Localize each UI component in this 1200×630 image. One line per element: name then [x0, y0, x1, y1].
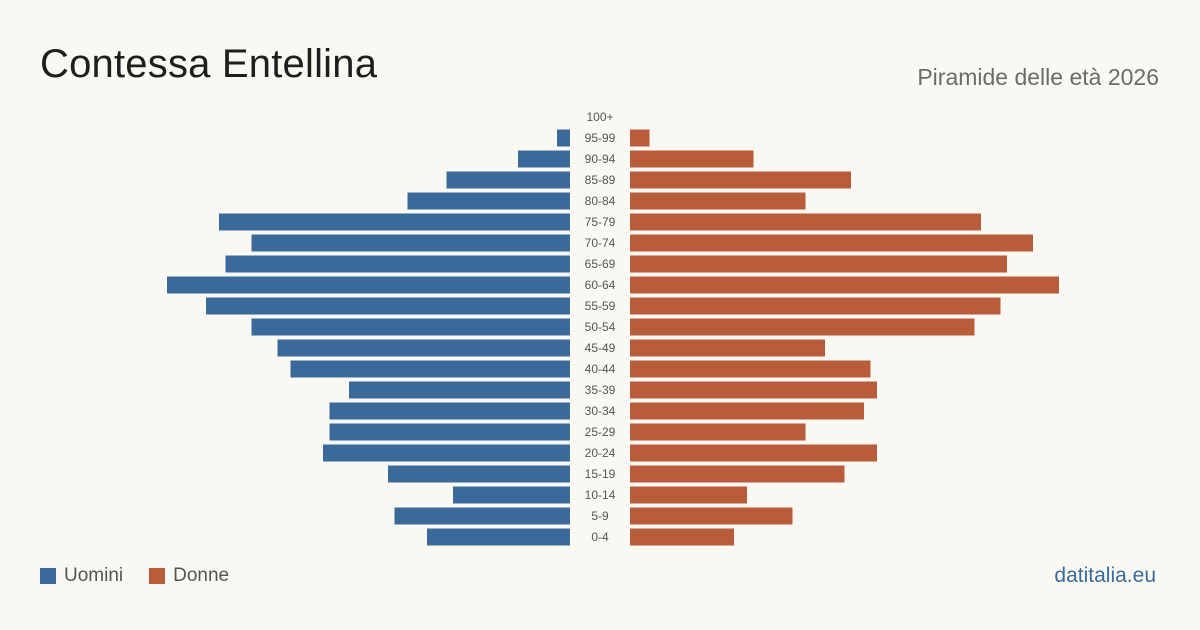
- bar-men-90-94: [518, 150, 570, 168]
- bar-women-85-89: [630, 171, 851, 189]
- age-label-30-34: 30-34: [585, 404, 616, 418]
- bar-women-80-84: [630, 192, 806, 210]
- bar-men-80-84: [407, 192, 570, 210]
- bar-men-65-69: [225, 255, 570, 273]
- age-label-80-84: 80-84: [585, 194, 616, 208]
- age-label-5-9: 5-9: [591, 509, 609, 523]
- bar-women-90-94: [630, 150, 754, 168]
- bar-men-60-64: [167, 276, 570, 294]
- bar-men-0-4: [427, 528, 570, 546]
- age-label-20-24: 20-24: [585, 446, 616, 460]
- age-label-75-79: 75-79: [585, 215, 616, 229]
- age-label-85-89: 85-89: [585, 173, 616, 187]
- bar-women-20-24: [630, 444, 877, 462]
- bar-men-25-29: [329, 423, 570, 441]
- age-label-50-54: 50-54: [585, 320, 616, 334]
- chart-subtitle: Piramide delle età 2026: [917, 64, 1159, 90]
- bar-women-70-74: [630, 234, 1033, 252]
- page-title: Contessa Entellina: [40, 42, 378, 86]
- age-label-95-99: 95-99: [585, 131, 616, 145]
- bar-women-55-59: [630, 297, 1001, 315]
- bar-men-75-79: [219, 213, 570, 231]
- age-label-10-14: 10-14: [585, 488, 616, 502]
- bar-men-5-9: [394, 507, 570, 525]
- brand-link[interactable]: datitalia.eu: [1054, 564, 1156, 587]
- age-label-40-44: 40-44: [585, 362, 616, 376]
- bar-men-50-54: [251, 318, 570, 336]
- bar-men-55-59: [206, 297, 570, 315]
- chart-legend: Uomini Donne: [40, 565, 255, 587]
- legend-item-men: Uomini: [40, 565, 123, 587]
- legend-swatch-men: [40, 568, 56, 584]
- bar-women-25-29: [630, 423, 806, 441]
- bar-women-95-99: [630, 129, 650, 147]
- bar-women-75-79: [630, 213, 981, 231]
- bar-women-0-4: [630, 528, 734, 546]
- age-label-35-39: 35-39: [585, 383, 616, 397]
- bar-men-15-19: [388, 465, 570, 483]
- bar-women-15-19: [630, 465, 845, 483]
- bar-men-40-44: [290, 360, 570, 378]
- legend-label-women: Donne: [173, 565, 230, 586]
- age-label-60-64: 60-64: [585, 278, 616, 292]
- bar-women-60-64: [630, 276, 1059, 294]
- age-label-45-49: 45-49: [585, 341, 616, 355]
- bar-women-45-49: [630, 339, 825, 357]
- bar-women-10-14: [630, 486, 747, 504]
- bar-women-40-44: [630, 360, 871, 378]
- bar-women-30-34: [630, 402, 864, 420]
- bar-women-65-69: [630, 255, 1007, 273]
- bar-men-95-99: [557, 129, 570, 147]
- age-label-55-59: 55-59: [585, 299, 616, 313]
- legend-swatch-women: [149, 568, 166, 584]
- bar-men-10-14: [453, 486, 570, 504]
- bar-men-35-39: [349, 381, 570, 399]
- age-label-90-94: 90-94: [585, 152, 616, 166]
- age-label-70-74: 70-74: [585, 236, 616, 250]
- bar-women-5-9: [630, 507, 793, 525]
- legend-label-men: Uomini: [64, 565, 124, 586]
- legend-item-women: Donne: [149, 565, 229, 587]
- bar-men-20-24: [323, 444, 570, 462]
- age-label-100plus: 100+: [586, 110, 613, 124]
- bar-men-70-74: [251, 234, 570, 252]
- bar-men-85-89: [446, 171, 570, 189]
- age-label-0-4: 0-4: [591, 530, 609, 544]
- bar-men-30-34: [329, 402, 570, 420]
- bar-women-35-39: [630, 381, 877, 399]
- age-label-15-19: 15-19: [585, 467, 616, 481]
- age-label-25-29: 25-29: [585, 425, 616, 439]
- age-label-65-69: 65-69: [585, 257, 616, 271]
- bar-women-50-54: [630, 318, 975, 336]
- bar-men-45-49: [277, 339, 570, 357]
